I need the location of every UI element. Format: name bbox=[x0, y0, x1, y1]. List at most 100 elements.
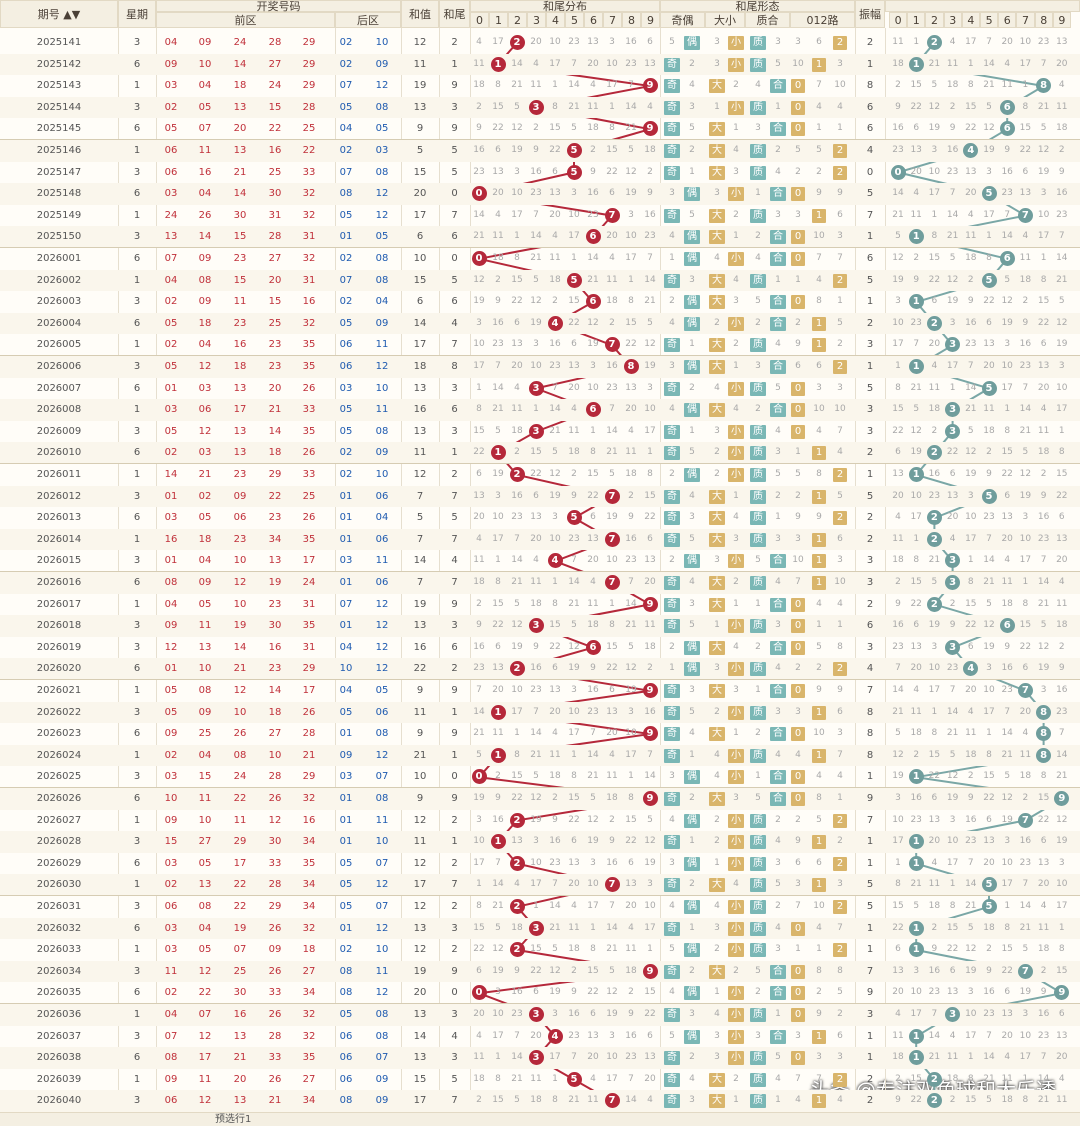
miss-count: 9 bbox=[552, 814, 558, 825]
front-number: 09 bbox=[198, 253, 212, 264]
route-tag: 0 bbox=[791, 403, 805, 418]
parity-tag: 奇 bbox=[664, 165, 680, 180]
miss-count: 23 bbox=[892, 641, 904, 652]
tail-ball: 3 bbox=[528, 423, 544, 439]
miss-count: 18 bbox=[928, 901, 941, 911]
back-number: 01 bbox=[339, 533, 353, 545]
size-tag: 小 bbox=[728, 921, 744, 936]
tail-cell: 0 bbox=[451, 253, 458, 264]
miss-count: 14 bbox=[568, 80, 580, 91]
column-divider bbox=[470, 28, 471, 1112]
miss-count: 4 bbox=[647, 1095, 653, 1106]
front-number: 07 bbox=[233, 944, 247, 956]
miss-count: 6 bbox=[495, 641, 501, 652]
sum-cell: 17 bbox=[413, 1095, 427, 1107]
miss-count: 9 bbox=[590, 166, 596, 177]
front-number: 20 bbox=[233, 1073, 247, 1085]
miss-count: 2 bbox=[1040, 965, 1047, 976]
front-number: 04 bbox=[164, 37, 178, 48]
miss-count: 16 bbox=[511, 987, 523, 998]
amp-ball: 1 bbox=[908, 855, 924, 871]
route-tag: 0 bbox=[791, 230, 805, 245]
miss-count: 4 bbox=[837, 1095, 843, 1106]
miss-count: 9 bbox=[495, 793, 501, 803]
miss-count: 7 bbox=[628, 577, 634, 587]
miss-count: 9 bbox=[816, 188, 822, 199]
front-number: 31 bbox=[302, 274, 316, 286]
miss-count: 13 bbox=[549, 188, 561, 199]
front-number: 08 bbox=[198, 901, 212, 912]
weekday-cell: 6 bbox=[133, 188, 141, 200]
sum-cell: 7 bbox=[416, 533, 424, 545]
tail-ball: 0 bbox=[471, 186, 487, 202]
tail-ball: 2 bbox=[509, 812, 525, 828]
route-tag: 0 bbox=[791, 619, 805, 634]
miss-count: 6 bbox=[816, 37, 822, 47]
route-tag: 0 bbox=[791, 252, 805, 266]
parity-tag: 奇 bbox=[664, 705, 680, 720]
sum-cell: 20 bbox=[413, 188, 427, 200]
miss-count: 19 bbox=[1019, 987, 1032, 998]
miss-count: 1 bbox=[775, 1009, 781, 1019]
miss-count: 3 bbox=[669, 771, 675, 782]
miss-count: 1 bbox=[733, 123, 739, 134]
miss-count: 7 bbox=[533, 706, 539, 717]
miss-count: 3 bbox=[1040, 188, 1047, 199]
miss-count: 5 bbox=[895, 231, 901, 242]
miss-count: 23 bbox=[1001, 188, 1013, 199]
miss-count: 1 bbox=[647, 944, 653, 955]
miss-count: 23 bbox=[928, 987, 941, 998]
miss-count: 20 bbox=[568, 382, 580, 393]
parity-tag: 奇 bbox=[664, 597, 680, 612]
miss-count: 3 bbox=[931, 145, 938, 155]
miss-count: 7 bbox=[931, 1009, 938, 1019]
back-number: 08 bbox=[375, 1009, 389, 1020]
miss-count: 5 bbox=[816, 641, 822, 652]
miss-count: 2 bbox=[714, 814, 720, 825]
miss-count: 6 bbox=[552, 663, 558, 674]
amp-cell: 3 bbox=[866, 404, 874, 416]
weekday-cell: 3 bbox=[133, 425, 141, 437]
front-number: 03 bbox=[164, 771, 178, 783]
miss-count: 1 bbox=[913, 37, 920, 47]
tail-cell: 4 bbox=[451, 1030, 458, 1042]
miss-count: 18 bbox=[965, 253, 977, 263]
miss-count: 17 bbox=[892, 339, 904, 350]
miss-count: 5 bbox=[533, 274, 539, 285]
front-number: 03 bbox=[164, 922, 178, 934]
size-tag: 小 bbox=[728, 856, 744, 871]
miss-count: 9 bbox=[837, 188, 843, 199]
route-tag: 1 bbox=[812, 489, 826, 504]
miss-count: 3 bbox=[837, 879, 843, 890]
amp-cell: 8 bbox=[866, 80, 874, 92]
miss-count: 4 bbox=[590, 80, 596, 91]
front-number: 11 bbox=[233, 296, 247, 308]
miss-count: 2 bbox=[931, 425, 938, 436]
miss-count: 14 bbox=[587, 749, 599, 760]
tail-ball: 6 bbox=[585, 229, 601, 245]
tail-ball: 4 bbox=[547, 1028, 563, 1044]
miss-count: 19 bbox=[910, 447, 922, 458]
back-number: 02 bbox=[339, 253, 353, 264]
miss-count: 1 bbox=[628, 771, 634, 782]
miss-count: 12 bbox=[492, 944, 504, 955]
miss-count: 21 bbox=[473, 728, 485, 739]
period-cell: 2026011 bbox=[36, 469, 82, 480]
miss-count: 17 bbox=[473, 857, 485, 868]
miss-count: 15 bbox=[492, 1095, 504, 1106]
footer-row: 预选行1 bbox=[0, 1112, 1080, 1126]
miss-count: 8 bbox=[647, 469, 653, 479]
miss-count: 15 bbox=[606, 145, 618, 155]
miss-count: 11 bbox=[568, 425, 580, 436]
miss-count: 4 bbox=[628, 425, 634, 436]
parity-tag: 奇 bbox=[664, 1094, 680, 1109]
miss-count: 6 bbox=[816, 857, 822, 868]
tail-ball: 7 bbox=[604, 488, 620, 504]
size-tag: 小 bbox=[728, 1051, 744, 1066]
prime-tag: 合 bbox=[770, 230, 786, 245]
parity-tag: 偶 bbox=[684, 36, 700, 50]
miss-count: 4 bbox=[533, 555, 539, 566]
miss-count: 22 bbox=[946, 447, 959, 458]
route-tag: 2 bbox=[833, 468, 847, 482]
header-dist2-digit: 9 bbox=[1052, 12, 1071, 28]
